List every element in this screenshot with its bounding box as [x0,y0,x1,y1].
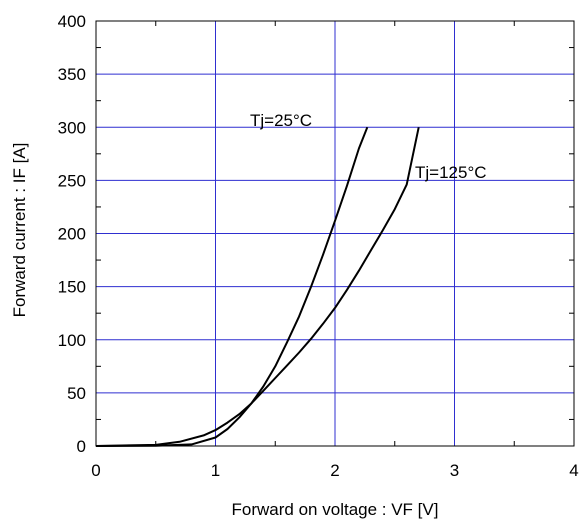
x-tick-label: 0 [91,461,100,480]
y-tick-label: 100 [58,331,86,350]
y-tick-label: 150 [58,278,86,297]
x-tick-label: 1 [211,461,220,480]
y-tick-label: 0 [77,437,86,456]
y-tick-label: 350 [58,65,86,84]
series-line-tj125 [95,127,420,447]
minor-ticks [96,21,574,446]
grid-lines [96,21,574,446]
y-tick-label: 300 [58,118,86,137]
x-tick-label: 3 [450,461,459,480]
plot-area-frame [95,20,575,447]
y-tick-label: 50 [67,384,86,403]
y-tick-labels: 0 50 100 150 200 250 300 350 400 [58,12,86,456]
y-tick-label: 250 [58,171,86,190]
y-tick-label: 400 [58,12,86,31]
data-series [95,126,420,447]
y-tick-label: 200 [58,225,86,244]
series-label-tj25: Tj=25°C [250,111,312,130]
y-axis-label: Forward current : IF [A] [10,143,29,318]
x-tick-label: 2 [330,461,339,480]
x-tick-label: 4 [569,461,578,480]
x-axis-label: Forward on voltage : VF [V] [232,500,439,519]
series-line-tj25 [95,126,369,447]
series-label-tj125: Tj=125°C [415,163,487,182]
x-tick-labels: 0 1 2 3 4 [91,461,578,480]
